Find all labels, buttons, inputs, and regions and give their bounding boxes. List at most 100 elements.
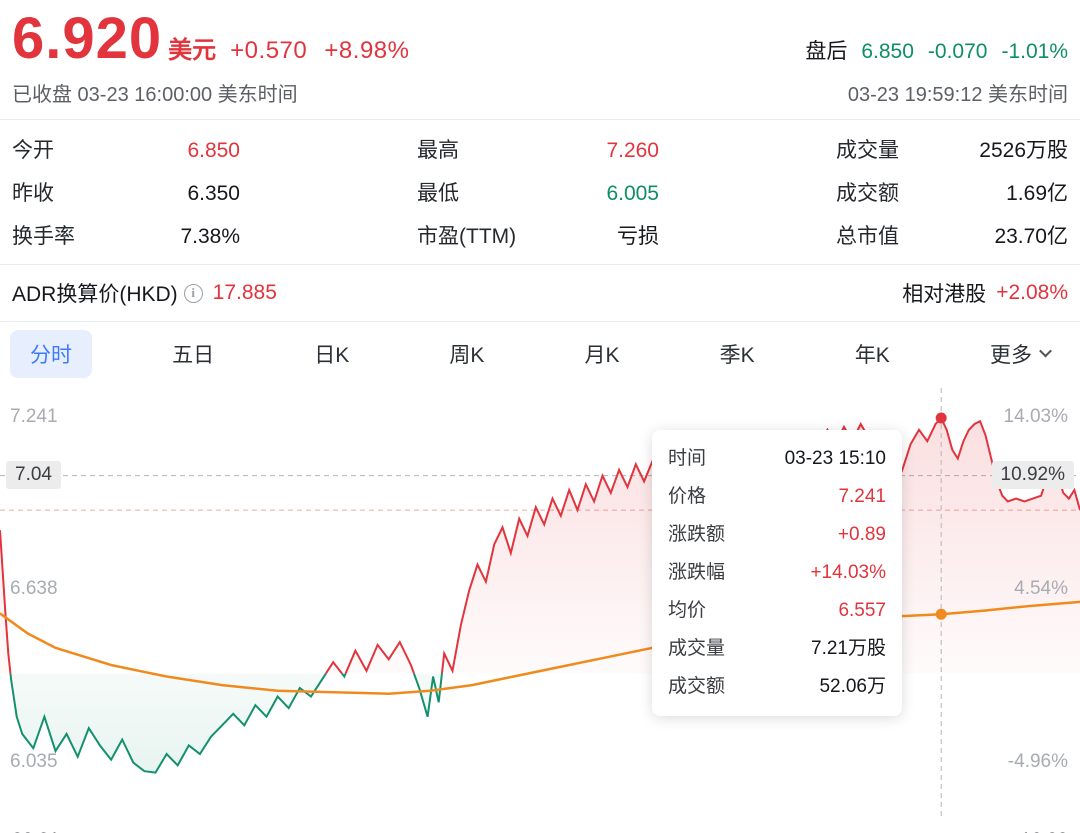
stat-label: 成交额 — [836, 182, 899, 205]
divider — [0, 264, 1080, 265]
info-icon[interactable]: i — [183, 283, 203, 303]
tooltip-value: 03-23 15:10 — [784, 448, 886, 469]
tab-5day[interactable]: 五日 — [152, 330, 234, 378]
stat-turnover-amount: 成交额 1.69亿 — [836, 177, 1068, 207]
tab-label: 季K — [719, 344, 755, 367]
after-hours-change-percent: -1.01% — [1001, 40, 1068, 63]
tab-more[interactable]: 更多 — [970, 330, 1070, 378]
tooltip-label: 成交量 — [668, 638, 726, 659]
adr-label: ADR换算价(HKD) — [12, 283, 178, 306]
tab-label: 周K — [449, 344, 485, 367]
chart-tooltip: 时间 03-23 15:10 价格 7.241 涨跌额 +0.89 涨跌幅 +1… — [652, 430, 902, 716]
stat-label: 成交量 — [836, 139, 899, 162]
after-hours-time: 03-23 19:59:12 美东时间 — [847, 84, 1068, 106]
tooltip-value: 7.21万股 — [811, 638, 886, 659]
stat-label: 最低 — [417, 182, 459, 205]
stat-value: 6.350 — [187, 182, 240, 205]
stat-volume: 成交量 2526万股 — [836, 134, 1068, 164]
stat-label: 最高 — [417, 139, 459, 162]
tooltip-row-avg: 均价 6.557 — [668, 592, 886, 630]
chevron-down-icon — [1039, 344, 1052, 357]
tooltip-row-time: 时间 03-23 15:10 — [668, 440, 886, 478]
price-change: +0.570 +8.98% — [230, 37, 409, 65]
crosshair-price-box: 7.04 — [6, 460, 61, 490]
x-axis-start-time: 09:31 — [12, 830, 60, 833]
tooltip-value: 52.06万 — [819, 676, 886, 697]
after-hours-price: 6.850 — [861, 40, 914, 63]
tab-minute[interactable]: 分时 — [10, 330, 92, 378]
tab-label: 日K — [314, 344, 350, 367]
stat-value: 7.260 — [606, 139, 659, 162]
stat-value: 2526万股 — [979, 139, 1068, 162]
stat-low: 最低 6.005 — [417, 177, 659, 207]
stat-market-cap: 总市值 23.70亿 — [836, 220, 1068, 250]
stat-value: 7.38% — [180, 225, 240, 248]
stat-label: 市盈(TTM) — [417, 225, 517, 248]
tab-monthly-k[interactable]: 月K — [565, 330, 640, 378]
tab-label: 更多 — [989, 344, 1032, 367]
tab-label: 年K — [854, 344, 890, 367]
tooltip-value: 6.557 — [838, 600, 886, 621]
stat-pe-ttm: 市盈(TTM) 亏损 — [417, 220, 659, 250]
x-axis: 09:31 16:00 — [0, 830, 1080, 833]
stat-turnover-rate: 换手率 7.38% — [12, 220, 240, 250]
adr-row: ADR换算价(HKD) i 17.885 相对港股 +2.08% — [0, 265, 1080, 321]
stat-label: 换手率 — [12, 225, 75, 248]
tooltip-label: 价格 — [668, 486, 707, 507]
after-hours-label: 盘后 — [805, 40, 848, 63]
after-hours-change: -0.070 — [927, 40, 988, 63]
tab-quarterly-k[interactable]: 季K — [700, 330, 775, 378]
tooltip-value: 7.241 — [838, 486, 886, 507]
tab-label: 月K — [584, 344, 620, 367]
y-axis-mid-percent: 4.54% — [1014, 578, 1068, 599]
quote-header: 6.920 美元 +0.570 +8.98% 盘后 6.850 -0.070 -… — [0, 0, 1080, 119]
tooltip-value: +14.03% — [810, 562, 886, 583]
intraday-chart-area: 7.241 14.03% 6.638 4.54% 6.035 -4.96% 7.… — [0, 388, 1080, 833]
tooltip-row-change: 涨跌额 +0.89 — [668, 516, 886, 554]
stat-value: 6.005 — [606, 182, 659, 205]
intraday-chart[interactable] — [0, 388, 1080, 820]
after-hours-quote: 盘后 6.850 -0.070 -1.01% — [805, 35, 1068, 65]
stat-value: 23.70亿 — [994, 225, 1068, 248]
y-axis-mid-price: 6.638 — [10, 578, 58, 599]
tooltip-row-turnover: 成交额 52.06万 — [668, 668, 886, 706]
tooltip-label: 涨跌幅 — [668, 562, 726, 583]
stat-label: 总市值 — [836, 225, 899, 248]
tab-label: 五日 — [172, 344, 215, 367]
change-percent: +8.98% — [324, 37, 410, 64]
crosshair-percent-box: 10.92% — [991, 460, 1074, 490]
stat-high: 最高 7.260 — [417, 134, 659, 164]
y-axis-max-percent: 14.03% — [1003, 406, 1068, 427]
tab-daily-k[interactable]: 日K — [294, 330, 369, 378]
divider — [0, 321, 1080, 322]
tooltip-row-volume: 成交量 7.21万股 — [668, 630, 886, 668]
tooltip-value: +0.89 — [837, 524, 886, 545]
stat-open: 今开 6.850 — [12, 134, 240, 164]
chart-period-tabs: 分时 五日 日K 周K 月K 季K 年K 更多 — [0, 322, 1080, 388]
tooltip-row-change-pct: 涨跌幅 +14.03% — [668, 554, 886, 592]
key-stats-grid: 今开 6.850 最高 7.260 成交量 2526万股 昨收 6.350 最低… — [0, 120, 1080, 264]
stat-prev-close: 昨收 6.350 — [12, 177, 240, 207]
stat-value: 1.69亿 — [1006, 182, 1068, 205]
tooltip-label: 涨跌额 — [668, 524, 726, 545]
stat-label: 今开 — [12, 139, 54, 162]
tab-label: 分时 — [30, 344, 72, 367]
y-axis-min-percent: -4.96% — [1007, 751, 1068, 772]
relative-hk-label: 相对港股 — [902, 283, 987, 306]
x-axis-end-time: 16:00 — [1020, 830, 1068, 833]
stat-label: 昨收 — [12, 182, 54, 205]
adr-value: 17.885 — [212, 281, 277, 304]
tooltip-label: 成交额 — [668, 676, 726, 697]
change-amount: +0.570 — [230, 37, 308, 64]
y-axis-min-price: 6.035 — [10, 751, 58, 772]
tooltip-label: 均价 — [668, 600, 707, 621]
stat-value: 亏损 — [617, 225, 659, 248]
currency-label: 美元 — [168, 37, 217, 64]
relative-hk-value: +2.08% — [996, 281, 1068, 304]
y-axis-max-price: 7.241 — [10, 406, 58, 427]
last-price-group: 6.920 美元 +0.570 +8.98% — [12, 10, 409, 68]
market-status: 已收盘 03-23 16:00:00 美东时间 — [12, 84, 298, 106]
tab-weekly-k[interactable]: 周K — [429, 330, 504, 378]
tab-yearly-k[interactable]: 年K — [835, 330, 910, 378]
divider — [0, 119, 1080, 120]
